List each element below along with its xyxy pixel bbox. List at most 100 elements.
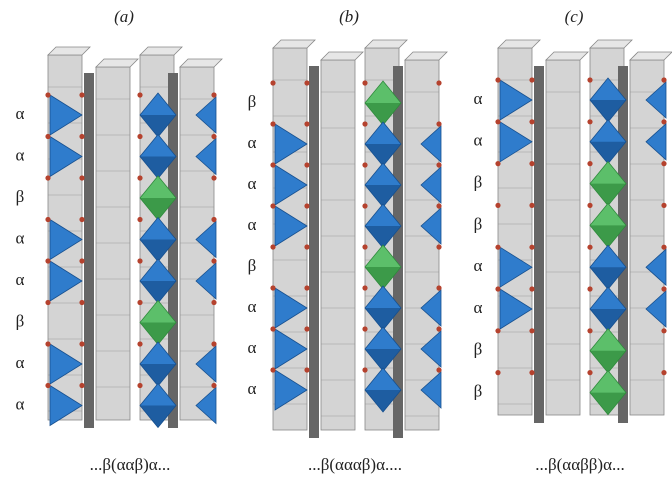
atom <box>587 77 592 82</box>
atom <box>529 245 534 250</box>
atom <box>270 285 275 290</box>
atom <box>137 300 142 305</box>
atom <box>45 300 50 305</box>
atom <box>211 383 216 388</box>
atom <box>436 203 441 208</box>
atom <box>79 134 84 139</box>
atom <box>362 326 367 331</box>
atom <box>79 258 84 263</box>
atom <box>495 245 500 250</box>
atom <box>211 300 216 305</box>
atom <box>587 161 592 166</box>
layer-label: β <box>474 214 483 233</box>
atom <box>587 245 592 250</box>
atom <box>362 162 367 167</box>
layer-label: β <box>474 173 483 192</box>
atom <box>661 203 666 208</box>
atom <box>79 300 84 305</box>
atom <box>270 162 275 167</box>
layer-label: α <box>16 394 25 413</box>
column <box>96 67 130 420</box>
dark-bar <box>534 66 544 423</box>
layer-label: α <box>16 270 25 289</box>
column <box>546 60 580 415</box>
atom <box>362 203 367 208</box>
panel-label: (c) <box>565 7 584 26</box>
column <box>405 60 439 430</box>
atom <box>362 244 367 249</box>
atom <box>270 80 275 85</box>
atom <box>436 162 441 167</box>
structure <box>495 40 672 423</box>
atom <box>661 370 666 375</box>
layer-label: β <box>16 311 25 330</box>
dark-bar <box>309 66 319 438</box>
panel-label: (b) <box>339 7 359 26</box>
atom <box>45 258 50 263</box>
column-cap <box>321 52 363 60</box>
atom <box>529 77 534 82</box>
panel-label: (a) <box>114 7 134 26</box>
atom <box>45 92 50 97</box>
atom <box>436 326 441 331</box>
atom <box>211 134 216 139</box>
atom <box>587 203 592 208</box>
atom <box>529 328 534 333</box>
atom <box>79 341 84 346</box>
layer-label: α <box>16 104 25 123</box>
atom <box>45 383 50 388</box>
layer-label: α <box>248 379 257 398</box>
column-cap <box>546 52 588 60</box>
atom <box>529 370 534 375</box>
atom <box>270 244 275 249</box>
atom <box>79 175 84 180</box>
figure: (a)ααβααβαα...β(ααβ)α...(b)βαααβααα...β(… <box>0 0 672 500</box>
column-cap <box>630 52 672 60</box>
layer-label: α <box>474 256 483 275</box>
layer-label: α <box>474 131 483 150</box>
atom <box>137 217 142 222</box>
dark-bar <box>618 66 628 423</box>
sequence-caption: ...β(ααβ)α... <box>90 455 171 474</box>
atom <box>270 121 275 126</box>
column-cap <box>498 40 540 48</box>
column <box>630 60 664 415</box>
layer-label: β <box>474 340 483 359</box>
atom <box>304 285 309 290</box>
atom <box>661 119 666 124</box>
layer-label: β <box>248 92 257 111</box>
dark-bar <box>84 73 94 428</box>
atom <box>270 367 275 372</box>
atom <box>529 161 534 166</box>
atom <box>587 370 592 375</box>
atom <box>79 383 84 388</box>
column-cap <box>140 47 182 55</box>
sequence-caption: ...β(ααββ)α... <box>535 455 625 474</box>
layer-label: α <box>248 133 257 152</box>
atom <box>304 162 309 167</box>
layer-label: β <box>16 187 25 206</box>
layer-label: β <box>474 382 483 401</box>
atom <box>661 328 666 333</box>
atom <box>304 367 309 372</box>
atom <box>137 175 142 180</box>
layer-label: α <box>474 89 483 108</box>
atom <box>304 244 309 249</box>
atom <box>137 383 142 388</box>
structure <box>45 47 222 428</box>
atom <box>137 92 142 97</box>
atom <box>587 328 592 333</box>
layer-label: α <box>16 353 25 372</box>
layer-label: α <box>474 298 483 317</box>
column-cap <box>590 40 632 48</box>
atom <box>529 119 534 124</box>
atom <box>45 134 50 139</box>
atom <box>661 245 666 250</box>
atom <box>529 286 534 291</box>
column-cap <box>48 47 90 55</box>
atom <box>661 77 666 82</box>
atom <box>137 134 142 139</box>
column <box>321 60 355 430</box>
atom <box>436 121 441 126</box>
atom <box>362 285 367 290</box>
